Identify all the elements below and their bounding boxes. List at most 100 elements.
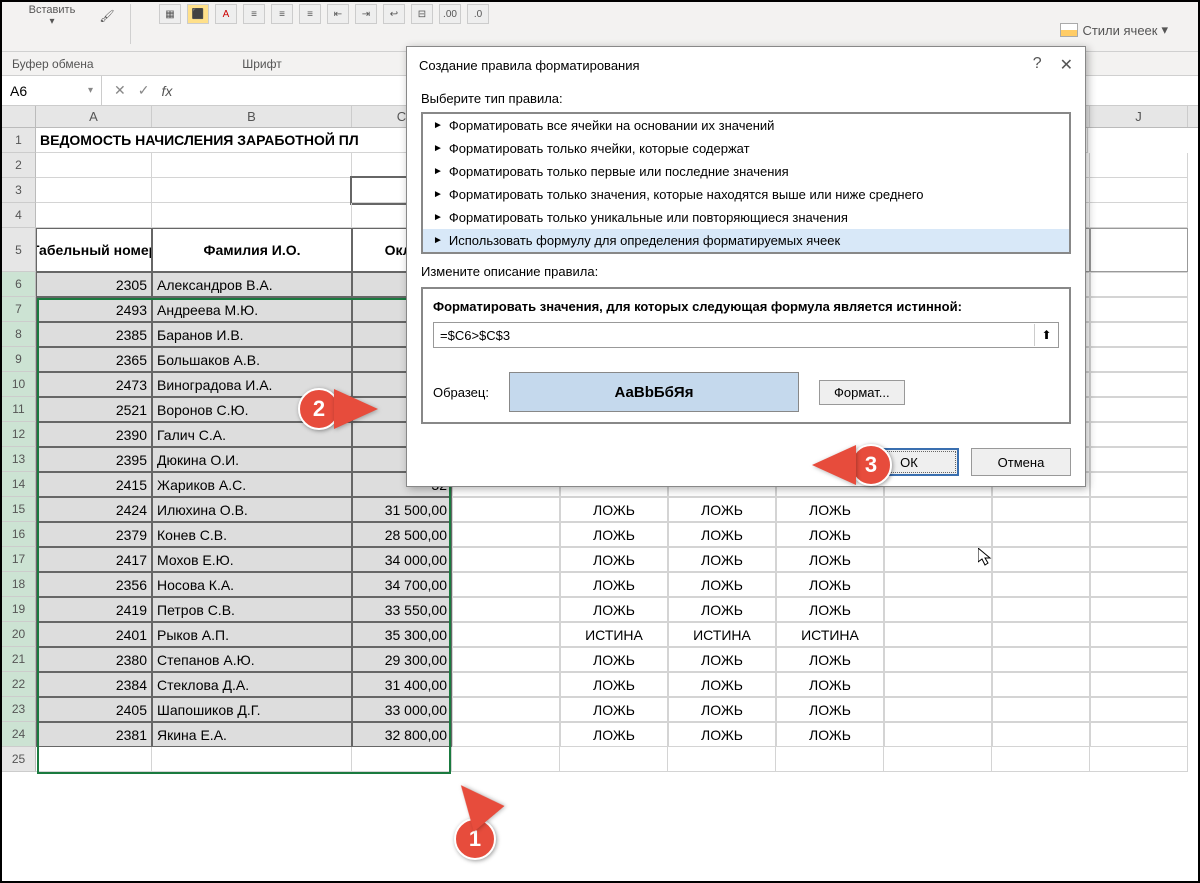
cell[interactable]: 33 000,00 xyxy=(352,697,452,722)
cell[interactable]: Шапошиков Д.Г. xyxy=(152,697,352,722)
cell[interactable]: Рыков А.П. xyxy=(152,622,352,647)
cell[interactable]: Дюкина О.И. xyxy=(152,447,352,472)
cell[interactable]: 2401 xyxy=(36,622,152,647)
cell[interactable]: ЛОЖЬ xyxy=(668,722,776,747)
cell[interactable] xyxy=(452,647,560,672)
cell[interactable]: Александров В.А. xyxy=(152,272,352,297)
cell[interactable]: Мохов Е.Ю. xyxy=(152,547,352,572)
cell[interactable] xyxy=(1090,672,1188,697)
cell[interactable]: 31 400,00 xyxy=(352,672,452,697)
cell[interactable]: Большаков А.В. xyxy=(152,347,352,372)
cell[interactable]: 35 300,00 xyxy=(352,622,452,647)
cell[interactable] xyxy=(560,747,668,772)
cell[interactable]: ИСТИНА xyxy=(776,622,884,647)
cell[interactable] xyxy=(1090,597,1188,622)
fill-color-icon[interactable]: ⬛ xyxy=(187,4,209,24)
cell[interactable]: 33 550,00 xyxy=(352,597,452,622)
cell[interactable] xyxy=(452,722,560,747)
cell[interactable] xyxy=(992,497,1090,522)
decimal-increase-icon[interactable]: .00 xyxy=(439,4,461,24)
cell[interactable] xyxy=(1090,297,1188,322)
select-all-corner[interactable] xyxy=(2,106,36,127)
cell[interactable] xyxy=(992,747,1090,772)
cell[interactable]: ЛОЖЬ xyxy=(668,497,776,522)
cell[interactable]: Илюхина О.В. xyxy=(152,497,352,522)
paste-button[interactable]: Вставить ▾ xyxy=(12,4,92,27)
cell[interactable]: ЛОЖЬ xyxy=(776,597,884,622)
cell[interactable]: Конев С.В. xyxy=(152,522,352,547)
align-center-icon[interactable]: ≡ xyxy=(271,4,293,24)
cell[interactable]: ЛОЖЬ xyxy=(776,647,884,672)
cell[interactable]: ЛОЖЬ xyxy=(776,547,884,572)
cell[interactable] xyxy=(452,747,560,772)
cell[interactable]: ИСТИНА xyxy=(668,622,776,647)
fx-icon[interactable]: fx xyxy=(161,83,172,99)
cell[interactable]: 2384 xyxy=(36,672,152,697)
cell[interactable] xyxy=(884,622,992,647)
cell[interactable]: Якина Е.А. xyxy=(152,722,352,747)
font-color-icon[interactable]: A xyxy=(215,4,237,24)
cell[interactable]: Степанов А.Ю. xyxy=(152,647,352,672)
cell[interactable] xyxy=(152,203,352,228)
cell[interactable]: 2390 xyxy=(36,422,152,447)
cell[interactable]: 2379 xyxy=(36,522,152,547)
cell[interactable] xyxy=(452,597,560,622)
cell[interactable] xyxy=(884,722,992,747)
rule-type-item[interactable]: ►Использовать формулу для определения фо… xyxy=(423,229,1069,252)
cell[interactable] xyxy=(884,672,992,697)
indent-decrease-icon[interactable]: ⇤ xyxy=(327,4,349,24)
cell[interactable] xyxy=(1090,203,1188,228)
cell[interactable] xyxy=(152,178,352,203)
cell[interactable] xyxy=(884,497,992,522)
cell[interactable] xyxy=(36,178,152,203)
cell[interactable]: ИСТИНА xyxy=(560,622,668,647)
cell[interactable]: 2405 xyxy=(36,697,152,722)
cell[interactable]: ЛОЖЬ xyxy=(668,697,776,722)
cell[interactable] xyxy=(1090,747,1188,772)
cell-styles-button[interactable]: Стили ячеек ▾ xyxy=(1060,22,1168,38)
cell[interactable]: ЛОЖЬ xyxy=(668,572,776,597)
close-icon[interactable]: ✕ xyxy=(1060,55,1073,75)
cell[interactable] xyxy=(36,203,152,228)
cell[interactable]: ЛОЖЬ xyxy=(560,697,668,722)
cell[interactable] xyxy=(992,522,1090,547)
cell[interactable]: 2521 xyxy=(36,397,152,422)
cell[interactable]: ЛОЖЬ xyxy=(560,547,668,572)
cell[interactable] xyxy=(1090,622,1188,647)
rule-type-item[interactable]: ►Форматировать только значения, которые … xyxy=(423,183,1069,206)
cell[interactable]: ЛОЖЬ xyxy=(560,672,668,697)
cell[interactable]: Табельный номер xyxy=(36,228,152,272)
cell[interactable] xyxy=(884,747,992,772)
cell[interactable] xyxy=(1090,497,1188,522)
cell[interactable]: ЛОЖЬ xyxy=(560,722,668,747)
cell[interactable] xyxy=(1090,722,1188,747)
name-box[interactable]: A6 ▾ xyxy=(2,76,102,105)
cell[interactable] xyxy=(1090,572,1188,597)
format-painter-icon[interactable]: 🖌 xyxy=(92,4,122,28)
formula-input[interactable] xyxy=(434,328,1034,343)
cell[interactable] xyxy=(152,747,352,772)
cell[interactable]: ЛОЖЬ xyxy=(776,497,884,522)
cell[interactable] xyxy=(992,622,1090,647)
merge-icon[interactable]: ⊟ xyxy=(411,4,433,24)
cell[interactable]: Фамилия И.О. xyxy=(152,228,352,272)
rule-type-item[interactable]: ►Форматировать все ячейки на основании и… xyxy=(423,114,1069,137)
cell[interactable]: 2365 xyxy=(36,347,152,372)
cell[interactable] xyxy=(1090,547,1188,572)
cell[interactable] xyxy=(992,722,1090,747)
cell[interactable] xyxy=(452,547,560,572)
cell[interactable]: 2381 xyxy=(36,722,152,747)
cell[interactable] xyxy=(992,547,1090,572)
cell[interactable] xyxy=(1090,647,1188,672)
cell[interactable] xyxy=(1090,397,1188,422)
cell[interactable]: 2395 xyxy=(36,447,152,472)
cell[interactable]: ЛОЖЬ xyxy=(560,572,668,597)
cell[interactable]: ЛОЖЬ xyxy=(560,647,668,672)
cell[interactable]: ЛОЖЬ xyxy=(560,597,668,622)
cell[interactable]: ЛОЖЬ xyxy=(560,522,668,547)
cell[interactable] xyxy=(1090,522,1188,547)
cell[interactable]: 2419 xyxy=(36,597,152,622)
accept-formula-icon[interactable]: ✓ xyxy=(138,82,150,99)
border-icon[interactable]: ▦ xyxy=(159,4,181,24)
cell[interactable]: Андреева М.Ю. xyxy=(152,297,352,322)
